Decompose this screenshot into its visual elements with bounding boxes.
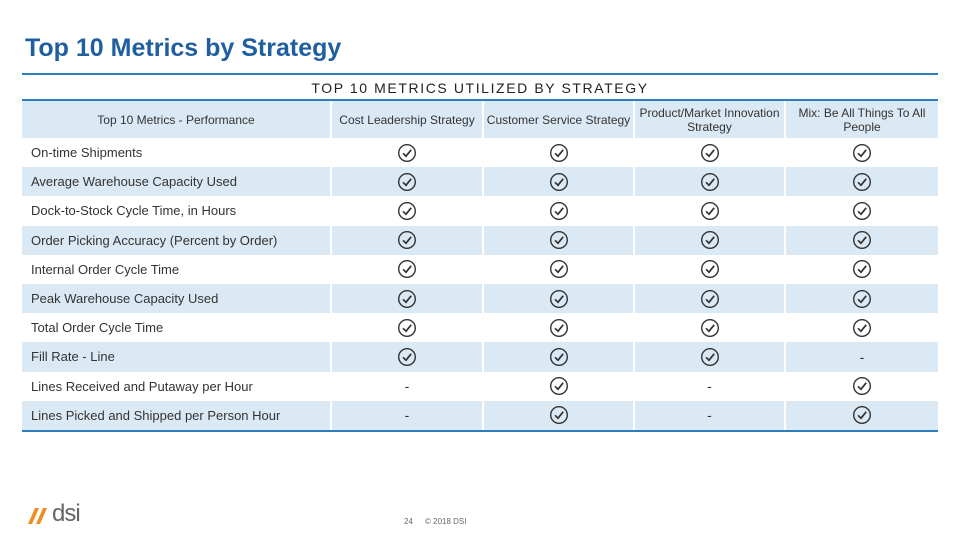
check-icon: [635, 254, 786, 284]
check-icon: [332, 138, 484, 168]
check-icon: [786, 313, 938, 343]
column-header: Product/Market Innovation Strategy: [635, 101, 786, 138]
metric-name: Internal Order Cycle Time: [22, 254, 332, 284]
metric-name: Average Warehouse Capacity Used: [22, 167, 332, 197]
logo-text: dsi: [52, 500, 81, 527]
metric-name: Total Order Cycle Time: [22, 313, 332, 343]
check-icon: [786, 225, 938, 255]
check-icon: [332, 342, 484, 372]
copyright: © 2018 DSI: [425, 517, 467, 526]
check-icon: [332, 284, 484, 314]
check-icon: [484, 313, 635, 343]
check-icon: [332, 196, 484, 226]
dash: -: [332, 371, 484, 401]
check-icon: [484, 225, 635, 255]
check-icon: [635, 225, 786, 255]
title-rule: [22, 73, 938, 75]
check-icon: [332, 167, 484, 197]
check-icon: [635, 284, 786, 314]
check-icon: [635, 313, 786, 343]
check-icon: [332, 254, 484, 284]
caption-rule: [22, 99, 938, 101]
dash: -: [635, 371, 786, 401]
metric-name: Fill Rate - Line: [22, 342, 332, 372]
column-header: Mix: Be All Things To All People: [786, 101, 938, 138]
check-icon: [786, 371, 938, 401]
check-icon: [786, 284, 938, 314]
table-bottom-rule: [22, 430, 938, 432]
check-icon: [786, 138, 938, 168]
check-icon: [635, 138, 786, 168]
page-number: 24: [404, 517, 413, 526]
check-icon: [635, 167, 786, 197]
check-icon: [484, 167, 635, 197]
check-icon: [332, 225, 484, 255]
column-header: Cost Leadership Strategy: [332, 101, 484, 138]
table-caption: TOP 10 METRICS UTILIZED BY STRATEGY: [311, 80, 649, 96]
check-icon: [635, 196, 786, 226]
check-icon: [484, 196, 635, 226]
check-icon: [484, 138, 635, 168]
metric-name: Lines Picked and Shipped per Person Hour: [22, 400, 332, 430]
check-icon: [786, 167, 938, 197]
dash: -: [635, 400, 786, 430]
metric-name: Order Picking Accuracy (Percent by Order…: [22, 225, 332, 255]
metric-name: Peak Warehouse Capacity Used: [22, 284, 332, 314]
metric-name: On-time Shipments: [22, 138, 332, 168]
check-icon: [484, 284, 635, 314]
slide-title: Top 10 Metrics by Strategy: [25, 34, 342, 62]
check-icon: [484, 400, 635, 430]
metric-name: Lines Received and Putaway per Hour: [22, 371, 332, 401]
check-icon: [484, 371, 635, 401]
logo-mark: [28, 508, 47, 524]
check-icon: [786, 254, 938, 284]
column-header: Customer Service Strategy: [484, 101, 635, 138]
check-icon: [786, 400, 938, 430]
metric-name: Dock-to-Stock Cycle Time, in Hours: [22, 196, 332, 226]
check-icon: [786, 196, 938, 226]
dash: -: [786, 342, 938, 372]
check-icon: [484, 342, 635, 372]
dash: -: [332, 400, 484, 430]
check-icon: [484, 254, 635, 284]
check-icon: [332, 313, 484, 343]
check-icon: [635, 342, 786, 372]
column-header: Top 10 Metrics - Performance: [22, 101, 332, 138]
